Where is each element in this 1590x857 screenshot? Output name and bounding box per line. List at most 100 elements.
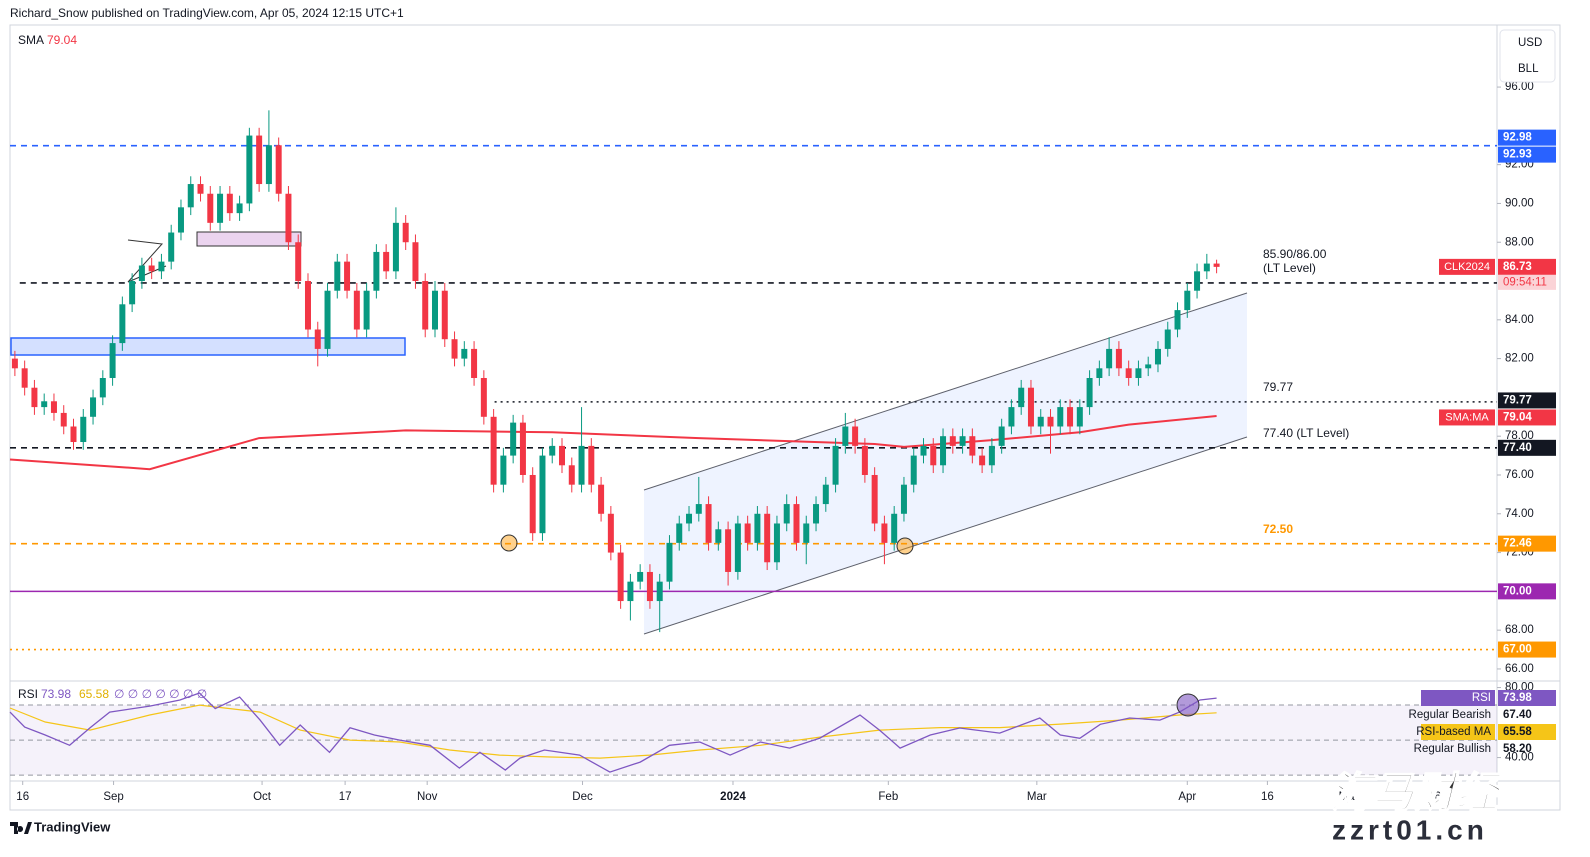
resistance-zone [196,231,302,247]
candle-body [969,436,976,456]
y-tick-label: 82.00 [1505,353,1534,365]
unit-box[interactable] [1499,29,1556,83]
candle-body [900,484,907,514]
tag-pill [1439,409,1495,426]
price-pill-label: 67.00 [1503,644,1532,656]
unit[interactable]: BLL [1518,63,1539,75]
candle-body [842,426,849,446]
currency[interactable]: USD [1518,37,1542,49]
candle-body [803,523,810,543]
rsi-marker [1176,693,1200,717]
candle-body [1115,348,1122,369]
candle-body [129,281,136,305]
candle-body [940,436,947,466]
candle-body [617,552,624,602]
candle-body [822,484,829,505]
tag-pill-label: SMA:MA [1445,411,1489,423]
candle-body [80,416,87,443]
candle-body [637,571,644,582]
x-tick-label: 16 [1428,791,1441,803]
candle-body [549,445,556,456]
price-pill [1498,439,1556,456]
rsi-row-name: RSI-based MA [1416,726,1491,738]
candle-body [510,422,517,456]
candle-body [656,581,663,602]
candle-body [304,281,311,330]
y-tick-label: 88.00 [1505,236,1534,248]
candle-body [988,445,995,466]
candle-body [832,445,839,485]
candle-body [109,343,116,379]
candle-body [265,145,272,185]
sma-legend-value: 79.04 [47,33,77,47]
candle-body [607,513,614,553]
candle-body [490,416,497,485]
candle-body [813,504,820,524]
candle-body [1018,387,1025,408]
level-note: 85.90/86.00 [1263,247,1327,261]
y-tick-label: 66.00 [1505,663,1534,675]
candle-body [773,523,780,563]
candle-body [1184,290,1191,311]
price-pill [1498,641,1556,658]
candle-body [1067,407,1074,427]
candle-body [998,426,1005,446]
price-pill-label: 79.04 [1503,411,1532,423]
price-pill-label: 70.00 [1503,585,1532,597]
candle-body [226,193,233,214]
candle-body [1194,271,1201,291]
tv-logo[interactable] [10,822,32,834]
x-tick-label: Nov [417,791,438,803]
candle-body [1125,368,1132,379]
rsi-legend-extras: ∅ ∅ ∅ ∅ ∅ ∅ ∅ [114,687,207,701]
rsi-row-name: RSI [1472,692,1491,704]
candle-body [1145,364,1152,369]
candle-body [41,401,48,408]
touch-marker [896,537,914,555]
rsi-row-value: 67.40 [1503,709,1532,721]
candle-body [686,513,693,524]
price-pill [1498,535,1556,552]
candle-body [187,184,194,208]
rsi-ma-legend-value: 65.58 [79,687,109,701]
x-tick-label: May [1339,791,1361,803]
price-pill [1498,583,1556,600]
candle-body [783,504,790,524]
candle-body [256,135,263,185]
candle-body [568,465,575,485]
candle-body [168,232,175,262]
x-tick-label: Mar [1027,791,1047,803]
candle-body [314,329,321,349]
candle-body [1086,378,1093,408]
candle-body [207,193,214,223]
price-pill-label: 86.73 [1503,261,1532,273]
footer[interactable]: TradingView [34,819,111,834]
rsi-legend-value: 73.98 [41,687,71,701]
candle-body [891,513,898,543]
y-tick-label: 84.00 [1505,314,1534,326]
candle-body [471,348,478,379]
candle-body [431,290,438,330]
price-pill [1498,146,1556,163]
candle-body [50,401,57,413]
y-tick-label: 76.00 [1505,469,1534,481]
candle-body [480,378,487,417]
candle-body [930,445,937,466]
candle-body [1076,407,1083,427]
candle-body [1135,368,1142,379]
support-zone [10,337,406,356]
candle-body [627,581,634,602]
candle-body [1047,416,1054,427]
candle-body [754,513,761,543]
level-note: 72.50 [1263,522,1293,536]
countdown-pill [1498,274,1556,290]
watermark-site: zzrt01.cn [1332,814,1488,845]
candle-body [383,251,390,272]
pennant [127,239,167,283]
candle-body [90,397,97,417]
candle-body [1106,348,1113,369]
x-tick-label: 16 [16,791,29,803]
candle-body [422,281,429,330]
candle-body [1164,329,1171,349]
price-pill-label: 79.77 [1503,394,1532,406]
